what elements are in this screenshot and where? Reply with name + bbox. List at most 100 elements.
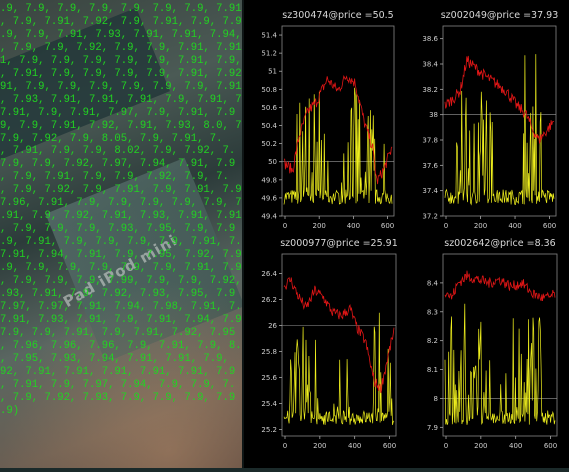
terminal-line: .9) bbox=[0, 404, 20, 417]
plot-frame bbox=[281, 25, 395, 217]
volume-series bbox=[283, 312, 395, 425]
y-tick-label: 37.6 bbox=[422, 162, 438, 170]
terminal-line: 91, 7.9, 7.9, 7.9, 7.9, 7.9, 7.9, 7.91 bbox=[0, 80, 242, 93]
y-tick-label: 51.4 bbox=[261, 32, 277, 40]
x-tick-label: 600 bbox=[543, 222, 556, 230]
price-series bbox=[283, 276, 395, 394]
y-tick-label: 38.2 bbox=[422, 86, 438, 94]
x-tick-label: 0 bbox=[283, 222, 287, 230]
terminal-line: , 7.93, 7.91, 7.91, 7.91, 7.9, 7.91, 7.9 bbox=[0, 93, 242, 106]
price-series bbox=[444, 55, 555, 144]
terminal-line: 92, 7.91, 7.91, 7.91, 7.91, 7.91, 7.9 bbox=[0, 365, 236, 378]
y-tick-label: 25.4 bbox=[261, 400, 277, 408]
terminal-line: 7.96, 7.91, 7.9, 7.9, 7.9, 7.9, 7.9, 7. bbox=[0, 197, 242, 210]
terminal-line: 1, 7.9, 7.9, 7.9, 7.9, 7.9, 7.91, 7.9, bbox=[0, 54, 242, 67]
y-tick-label: 38.6 bbox=[422, 35, 438, 43]
y-tick-label: 38.4 bbox=[422, 61, 438, 69]
wallpaper: Pad iPod mini .9, 7.9, 7.9, 7.9, 7.9, 7.… bbox=[0, 0, 242, 468]
x-tick-label: 200 bbox=[474, 222, 487, 230]
x-tick-label: 400 bbox=[347, 222, 360, 230]
chart-grid: sz300474@price =50.5 49.4 49.6 49.8 50 50.2 50… bbox=[261, 10, 558, 450]
terminal-line: , 7.9, 7.9, 7.9, 7.93, 7.95, 7.9, 7.9 bbox=[0, 223, 236, 236]
window-divider[interactable] bbox=[242, 0, 244, 468]
y-tick-label: 25.2 bbox=[261, 426, 277, 434]
y-tick-label: 49.8 bbox=[261, 176, 277, 184]
terminal-line: .9, 7.9, 7.9, 7.9, 7.9, 7.9, 7.9, 7.91, bbox=[0, 3, 242, 15]
x-tick-label: 200 bbox=[474, 442, 487, 450]
terminal-line: 7.9, 7.9, 7.92, 7.97, 7.94, 7.91, 7.9 bbox=[0, 158, 236, 171]
y-tick-label: 37.4 bbox=[422, 187, 438, 195]
terminal-line: .9, 7.91, 7.9, 7.9, 7.9, 7.9, 7.91, 7. bbox=[0, 236, 242, 249]
y-tick-label: 51 bbox=[268, 68, 277, 76]
y-tick-label: 49.6 bbox=[261, 194, 277, 202]
y-tick-label: 8.2 bbox=[427, 337, 438, 345]
y-tick-label: 37.2 bbox=[422, 213, 438, 221]
terminal-line: 7.97, 7.97, 7.91, 7.94, 7.98, 7.91, 7. bbox=[0, 300, 242, 313]
terminal-line: 7.91, 7.9, 7.91, 7.97, 7.9, 7.91, 7.9 bbox=[0, 106, 236, 119]
terminal-line: , 7.9, 7.91, 7.92, 7.9, 7.91, 7.9, 7.9 bbox=[0, 15, 242, 28]
y-tick-label: 50.4 bbox=[261, 122, 277, 130]
chart-panel-3: sz000977@price =25.91 25.2 25.4 25.6 25.8 26 2… bbox=[261, 238, 397, 450]
wallpaper-glow bbox=[0, 280, 242, 468]
y-tick-label: 26.2 bbox=[261, 296, 277, 304]
y-tick-label: 38 bbox=[429, 111, 438, 119]
x-tick-label: 400 bbox=[348, 442, 361, 450]
volume-series bbox=[283, 87, 393, 205]
terminal-line: 7.9, 7.9, 7.91, 7.9, 7.91, 7.92, 7.95 bbox=[0, 326, 236, 339]
y-tick-label: 8.3 bbox=[427, 308, 438, 316]
terminal-line: .91, 7.9, 7.92, 7.91, 7.93, 7.91, 7.91, bbox=[0, 210, 242, 223]
x-tick-label: 400 bbox=[508, 222, 521, 230]
terminal-line: , 7.9, 7.92, 7.93, 7.9, 7.9, 7.9, 7.9 bbox=[0, 391, 236, 404]
chart-panel-2: sz002049@price =37.93 37.2 37.4 37.6 37.8 38 3… bbox=[422, 10, 558, 230]
y-tick-label: 26.4 bbox=[261, 270, 277, 278]
x-tick-label: 0 bbox=[283, 442, 287, 450]
y-tick-label: 49.4 bbox=[261, 213, 277, 221]
chart-window: sz300474@price =50.5 49.4 49.6 49.8 50 50.2 50… bbox=[244, 0, 569, 468]
x-tick-label: 0 bbox=[444, 222, 448, 230]
volume-series bbox=[444, 303, 556, 425]
price-series bbox=[444, 270, 556, 302]
y-tick-label: 50.8 bbox=[261, 86, 277, 94]
terminal-line: .9, 7.9, 7.91, 7.93, 7.91, 7.91, 7.94, bbox=[0, 28, 242, 41]
chart-panel-4: sz002642@price =8.36 7.9 8 8.1 8.2 8.3 8.4 0 200… bbox=[427, 238, 558, 450]
plot-frame bbox=[281, 253, 397, 437]
y-tick-label: 50.6 bbox=[261, 104, 277, 112]
y-tick-label: 8.4 bbox=[427, 279, 439, 287]
chart-title: sz300474@price =50.5 bbox=[282, 10, 393, 21]
chart-title: sz000977@price =25.91 bbox=[280, 238, 398, 249]
terminal-line: , 7.9, 7.9, 7.92, 7.9, 7.9, 7.91, 7.91 bbox=[0, 41, 242, 54]
y-tick-label: 8 bbox=[434, 395, 438, 403]
terminal-line: .9, 7.9, 7.9, 7.9, 7.9, 7.9, 7.91, 7.9 bbox=[0, 262, 242, 275]
y-tick-label: 7.9 bbox=[427, 424, 438, 432]
x-tick-label: 0 bbox=[444, 442, 448, 450]
x-tick-label: 200 bbox=[313, 222, 326, 230]
terminal-line: , 7.9, 7.92, 7.9, 7.91, 7.9, 7.91, 7.9 bbox=[0, 184, 242, 197]
terminal-line: , 7.9, 7.91, 7.9, 7.9, 7.92, 7.9, 7. bbox=[0, 171, 229, 184]
y-tick-label: 25.8 bbox=[261, 348, 277, 356]
volume-series bbox=[444, 54, 555, 206]
y-tick-label: 26 bbox=[268, 322, 277, 330]
y-tick-label: 51.2 bbox=[261, 50, 277, 58]
chart-panel-1: sz300474@price =50.5 49.4 49.6 49.8 50 50.2 50… bbox=[261, 10, 395, 230]
terminal-line: , 7.96, 7.96, 7.96, 7.9, 7.91, 7.9, 8. bbox=[0, 339, 242, 352]
y-tick-label: 50 bbox=[268, 158, 277, 166]
terminal-line: 7.91, 7.94, 7.91, 7.9, 7.95, 7.92, 7.9, bbox=[0, 249, 242, 262]
terminal-line: , 7.91, 7.9, 7.97, 7.94, 7.9, 7.9, 7. bbox=[0, 378, 236, 391]
chart-title: sz002642@price =8.36 bbox=[444, 238, 555, 249]
terminal-output[interactable]: .9, 7.9, 7.9, 7.9, 7.9, 7.9, 7.9, 7.91, … bbox=[0, 0, 242, 468]
price-series bbox=[283, 74, 393, 185]
x-tick-label: 600 bbox=[383, 442, 396, 450]
plot-frame bbox=[442, 25, 557, 217]
terminal-line: .93, 7.91, 7.9, 7.92, 7.93, 7.95, 7.9 bbox=[0, 287, 236, 300]
x-tick-label: 600 bbox=[544, 442, 557, 450]
y-tick-label: 50.2 bbox=[261, 140, 277, 148]
chart-title: sz002049@price =37.93 bbox=[441, 10, 559, 21]
terminal-line: 9, 7.9, 7.91, 7.92, 7.91, 7.93, 8.0, 7.9 bbox=[0, 119, 242, 132]
x-tick-label: 400 bbox=[509, 442, 522, 450]
plot-frame bbox=[442, 253, 558, 437]
terminal-line: , 7.9, 7.9, 7.9, 7.99, 7.9, 7.9, 7.92, bbox=[0, 275, 242, 288]
x-tick-label: 600 bbox=[381, 222, 394, 230]
terminal-line: , 7.95, 7.93, 7.94, 7.91, 7.91, 7.9, bbox=[0, 352, 229, 365]
terminal-line: , 7.91, 7.9, 7.9, 7.9, 7.9, 7.91, 7.92, bbox=[0, 67, 242, 80]
y-tick-label: 8.1 bbox=[427, 366, 438, 374]
